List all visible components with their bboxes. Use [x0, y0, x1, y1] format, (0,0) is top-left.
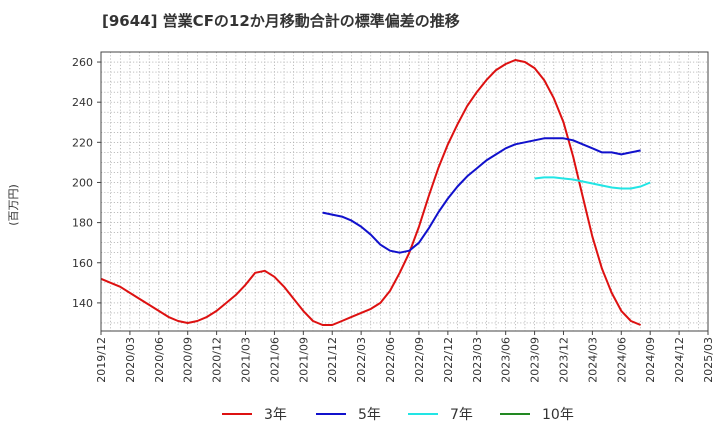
- x-axis-ticks: 2019/12 2020/03 2020/06 2020/09 2020/12 2021/…: [95, 331, 715, 383]
- x-tick-label: 2020/03: [124, 337, 137, 383]
- x-tick-label: 2022/03: [355, 337, 368, 383]
- x-tick-label: 2021/03: [240, 337, 253, 383]
- y-tick-label: 220: [72, 136, 93, 149]
- y-tick-label: 260: [72, 56, 93, 69]
- x-tick-label: 2020/12: [211, 337, 224, 383]
- series-line-3年: [100, 59, 641, 326]
- series-line-5年: [322, 137, 641, 254]
- y-tick-label: 240: [72, 96, 93, 109]
- y-axis-ticks: 140 160 180 200 220 240 260: [72, 56, 101, 310]
- x-tick-label: 2024/03: [586, 337, 599, 383]
- y-tick-label: 140: [72, 297, 93, 310]
- legend-label: 3年: [264, 407, 287, 423]
- y-tick-label: 160: [72, 257, 93, 270]
- x-tick-label: 2023/12: [557, 337, 570, 383]
- series-line-7年: [534, 176, 651, 190]
- x-tick-label: 2023/06: [500, 337, 513, 383]
- chart-title: [9644] 営業CFの12か月移動合計の標準偏差の推移: [102, 12, 460, 30]
- x-tick-label: 2022/12: [442, 337, 455, 383]
- legend-label: 10年: [542, 407, 574, 423]
- series-lines: [100, 59, 651, 326]
- legend-label: 5年: [358, 407, 381, 423]
- y-axis-label: (百万円): [7, 184, 20, 226]
- x-tick-label: 2020/06: [153, 337, 166, 383]
- y-tick-label: 200: [72, 176, 93, 189]
- x-tick-label: 2021/06: [268, 337, 281, 383]
- legend: 3年 5年 7年 10年: [222, 407, 574, 423]
- y-tick-label: 180: [72, 217, 93, 230]
- x-tick-label: 2024/06: [615, 337, 628, 383]
- x-tick-label: 2019/12: [95, 337, 108, 383]
- x-tick-label: 2021/12: [326, 337, 339, 383]
- legend-label: 7年: [450, 407, 473, 423]
- x-tick-label: 2021/09: [297, 337, 310, 383]
- x-tick-label: 2024/09: [644, 337, 657, 383]
- x-tick-label: 2023/09: [529, 337, 542, 383]
- x-tick-label: 2024/12: [673, 337, 686, 383]
- plot-frame: [100, 51, 709, 332]
- x-tick-label: 2022/06: [384, 337, 397, 383]
- x-tick-label: 2020/09: [182, 337, 195, 383]
- x-tick-label: 2022/09: [413, 337, 426, 383]
- x-tick-label: 2023/03: [471, 337, 484, 383]
- plot-background: [101, 52, 708, 331]
- x-tick-label: 2025/03: [702, 337, 715, 383]
